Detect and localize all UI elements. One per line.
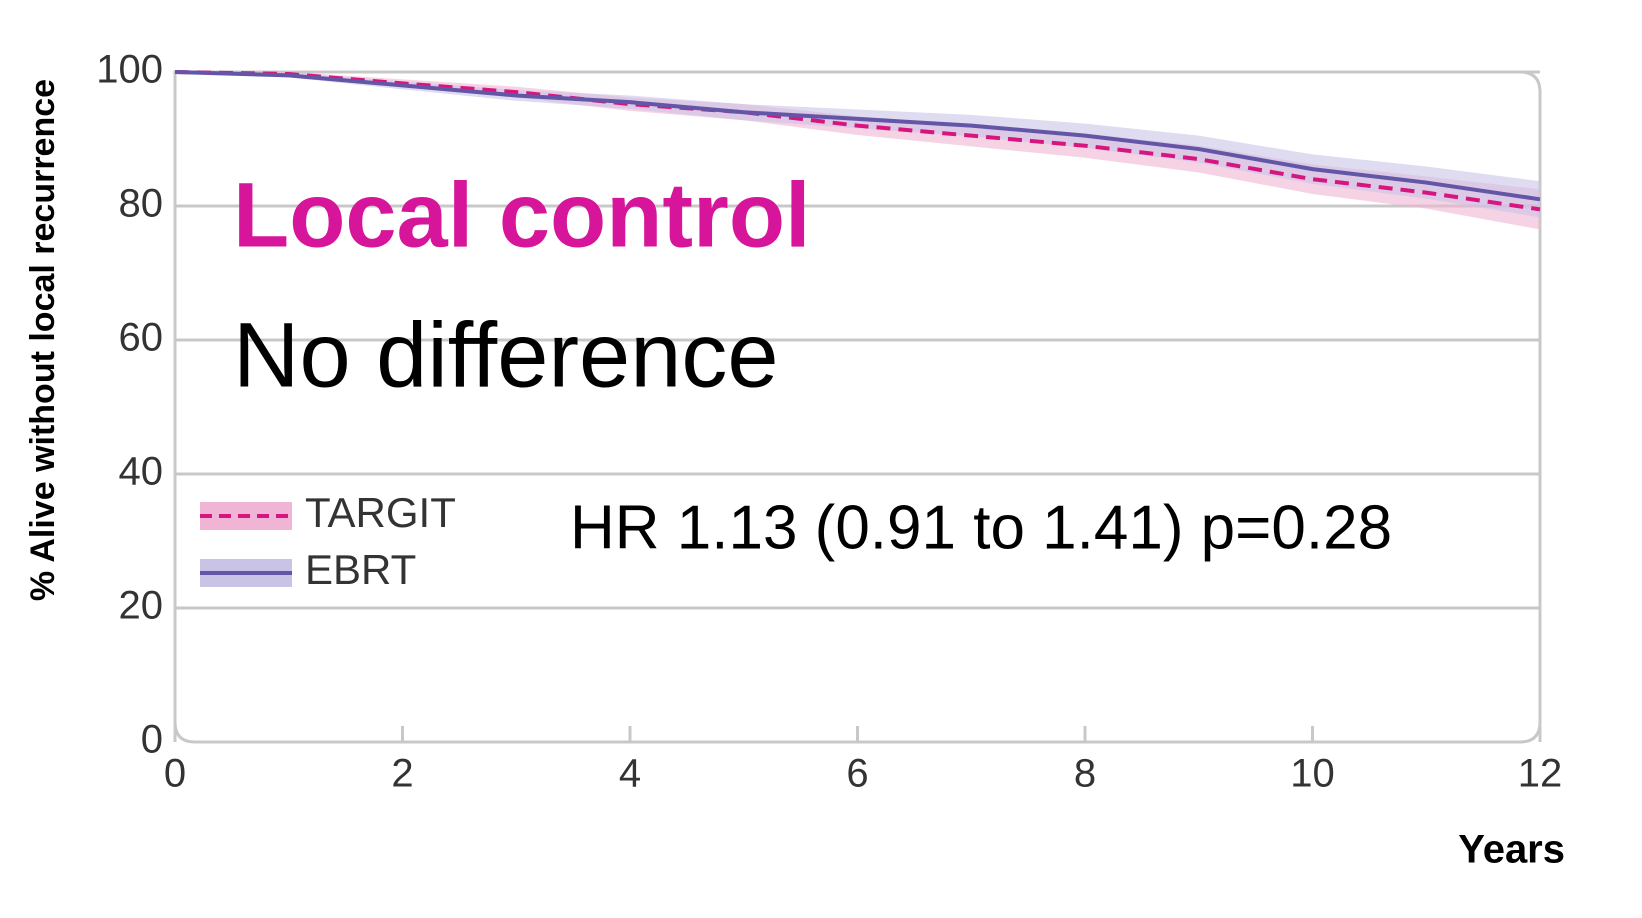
x-tick-label: 10 bbox=[1290, 752, 1335, 796]
y-axis-label: % Alive without local recurrence bbox=[24, 79, 62, 601]
plot-frame bbox=[173, 70, 1542, 744]
x-tick-label: 6 bbox=[846, 752, 868, 796]
x-tick-label: 8 bbox=[1074, 752, 1096, 796]
y-tick-label: 40 bbox=[119, 450, 164, 494]
x-tick-label: 2 bbox=[391, 752, 413, 796]
legend-label: EBRT bbox=[305, 546, 416, 593]
series-line bbox=[174, 70, 1541, 212]
annotation: HR 1.13 (0.91 to 1.41) p=0.28 bbox=[570, 493, 1392, 562]
y-tick-label: 80 bbox=[119, 182, 164, 226]
x-tick-label: 12 bbox=[1518, 752, 1563, 796]
x-tick-label: 4 bbox=[619, 752, 641, 796]
series-line bbox=[174, 70, 1541, 202]
annotation: Local control bbox=[233, 164, 811, 266]
y-tick-label: 20 bbox=[119, 584, 164, 628]
legend-label: TARGIT bbox=[305, 489, 456, 536]
annotation: No difference bbox=[233, 304, 779, 406]
y-tick-label: 0 bbox=[141, 718, 163, 762]
x-axis-label: Years bbox=[1458, 828, 1565, 872]
x-tick-label: 0 bbox=[164, 752, 186, 796]
y-tick-label: 100 bbox=[96, 48, 163, 92]
y-tick-label: 60 bbox=[119, 316, 164, 360]
